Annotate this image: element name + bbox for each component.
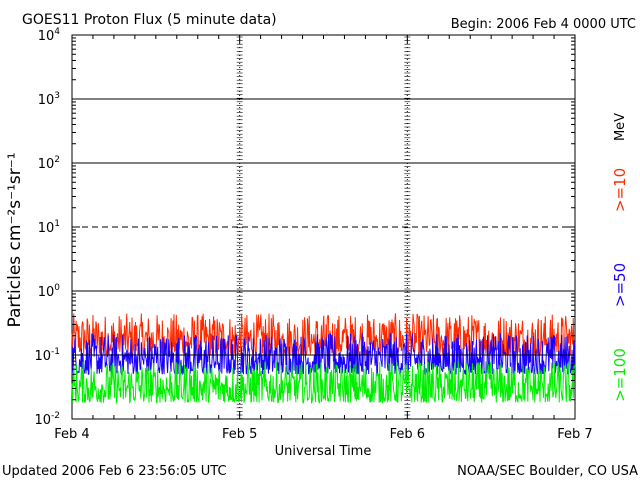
y-tick-label: 10-2 — [34, 411, 60, 428]
y-tick-label: 100 — [38, 283, 61, 300]
x-tick-label: Feb 7 — [557, 427, 592, 442]
x-tick-label: Feb 6 — [390, 427, 425, 442]
legend-series-10mev: >=10 — [611, 168, 629, 212]
y-tick-label: 102 — [38, 155, 60, 172]
series-line — [71, 333, 576, 377]
credit-label: NOAA/SEC Boulder, CO USA — [457, 464, 638, 479]
updated-timestamp: Updated 2006 Feb 6 23:56:05 UTC — [2, 464, 227, 479]
legend-unit: MeV — [613, 113, 628, 141]
y-tick-label: 10-1 — [34, 347, 60, 364]
x-tick-label: Feb 5 — [222, 427, 257, 442]
axis-layer: 10-2 10-1 100 101 102 103 104 Feb 4 Feb 5 Feb 6 Fe… — [34, 27, 592, 442]
y-tick-label: 104 — [38, 27, 61, 44]
chart-title: GOES11 Proton Flux (5 minute data) — [22, 12, 277, 28]
y-tick-label: 103 — [38, 91, 60, 108]
grid-layer — [72, 35, 575, 419]
y-tick-label: 101 — [38, 219, 60, 236]
begin-time-label: Begin: 2006 Feb 4 0000 UTC — [451, 17, 636, 32]
series-line — [71, 361, 576, 405]
series-layer — [71, 313, 576, 405]
x-axis-label: Universal Time — [275, 444, 372, 459]
x-tick-label: Feb 4 — [54, 427, 89, 442]
legend-series-100mev: >=100 — [611, 348, 629, 402]
y-axis-label: Particles cm⁻²s⁻¹sr⁻¹ — [5, 152, 25, 327]
legend-series-50mev: >=50 — [611, 263, 629, 307]
